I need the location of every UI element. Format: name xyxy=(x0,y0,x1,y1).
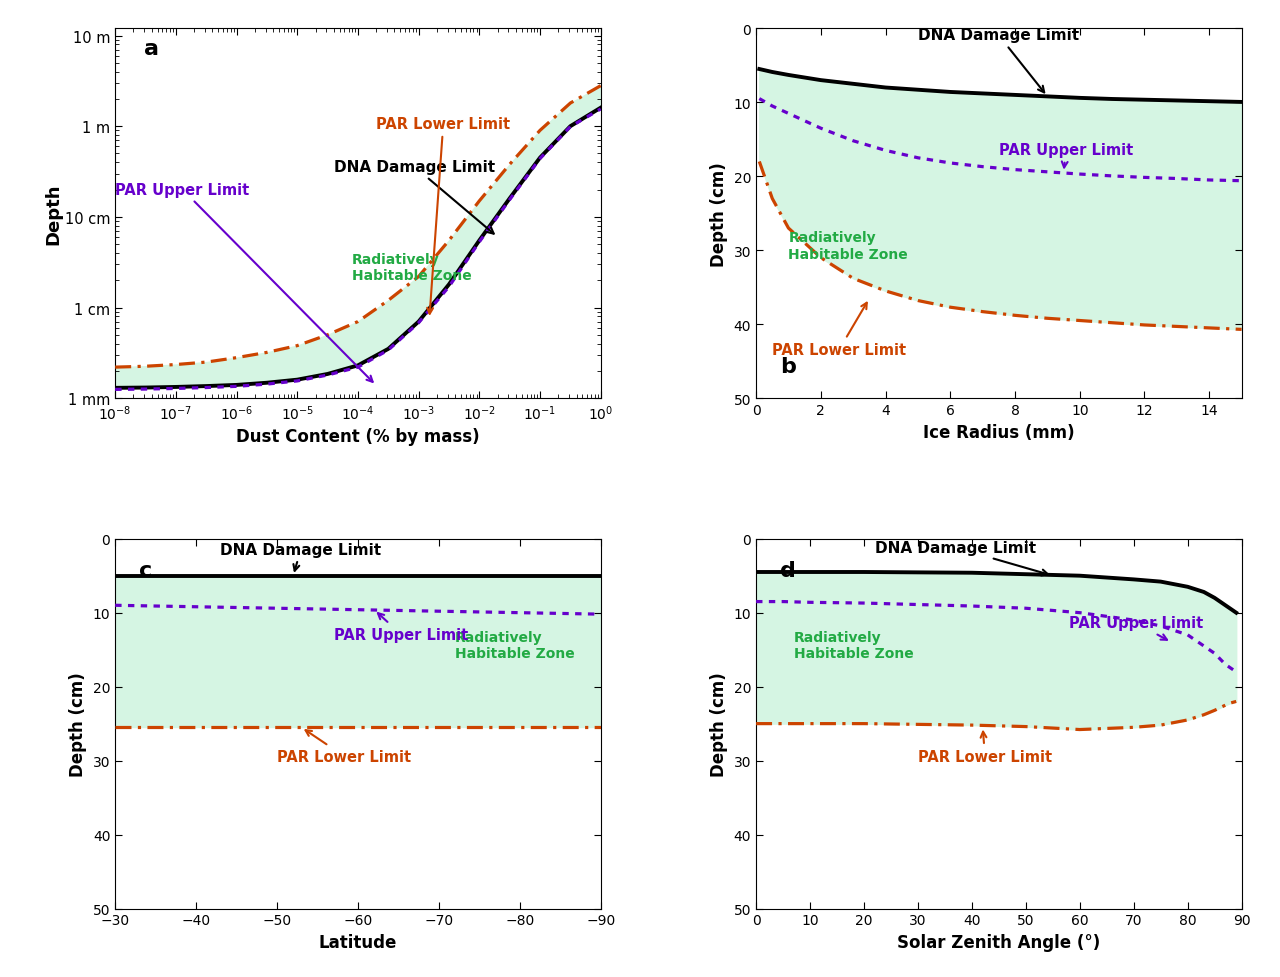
Text: c: c xyxy=(140,560,152,580)
Text: PAR Lower Limit: PAR Lower Limit xyxy=(276,731,411,764)
Text: DNA Damage Limit: DNA Damage Limit xyxy=(918,28,1079,93)
Y-axis label: Depth (cm): Depth (cm) xyxy=(69,671,87,776)
Y-axis label: Depth: Depth xyxy=(44,184,61,245)
X-axis label: Solar Zenith Angle (°): Solar Zenith Angle (°) xyxy=(897,933,1101,951)
Text: DNA Damage Limit: DNA Damage Limit xyxy=(334,160,495,234)
Text: Radiatively
Habitable Zone: Radiatively Habitable Zone xyxy=(352,253,472,282)
Text: Radiatively
Habitable Zone: Radiatively Habitable Zone xyxy=(794,630,914,660)
Text: Radiatively
Habitable Zone: Radiatively Habitable Zone xyxy=(456,630,575,660)
Text: PAR Lower Limit: PAR Lower Limit xyxy=(772,304,906,358)
X-axis label: Ice Radius (mm): Ice Radius (mm) xyxy=(923,423,1075,442)
Text: d: d xyxy=(781,560,796,580)
Text: DNA Damage Limit: DNA Damage Limit xyxy=(220,542,381,572)
Text: PAR Upper Limit: PAR Upper Limit xyxy=(998,143,1133,168)
Y-axis label: Depth (cm): Depth (cm) xyxy=(710,162,728,267)
Text: PAR Upper Limit: PAR Upper Limit xyxy=(115,183,372,382)
Text: a: a xyxy=(145,39,159,60)
Text: PAR Lower Limit: PAR Lower Limit xyxy=(376,117,511,315)
Text: PAR Lower Limit: PAR Lower Limit xyxy=(918,732,1052,764)
Text: PAR Upper Limit: PAR Upper Limit xyxy=(1069,616,1203,640)
X-axis label: Latitude: Latitude xyxy=(319,933,397,951)
Text: b: b xyxy=(781,357,796,377)
Text: PAR Upper Limit: PAR Upper Limit xyxy=(334,614,468,642)
Text: DNA Damage Limit: DNA Damage Limit xyxy=(874,540,1048,575)
X-axis label: Dust Content (% by mass): Dust Content (% by mass) xyxy=(236,428,480,446)
Text: Radiatively
Habitable Zone: Radiatively Habitable Zone xyxy=(788,232,909,262)
Y-axis label: Depth (cm): Depth (cm) xyxy=(710,671,728,776)
